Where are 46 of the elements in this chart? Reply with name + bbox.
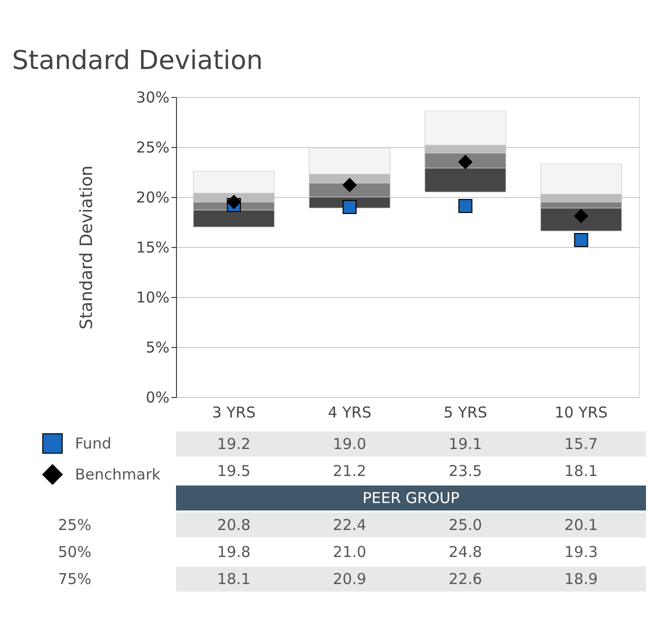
point <box>574 232 588 248</box>
y-tick-label: 15% <box>136 238 170 256</box>
legend-label: Benchmark <box>75 466 161 484</box>
text: 75% <box>58 570 92 588</box>
text: 50% <box>58 543 92 561</box>
data-label: 15.7 <box>564 435 598 453</box>
text: 24.8 <box>448 543 482 561</box>
y-tick-label: 20% <box>136 188 170 206</box>
text: PEER GROUP <box>362 489 460 507</box>
text: 18.1 <box>217 570 251 588</box>
text: 19.3 <box>564 543 598 561</box>
y-tick-label: 0% <box>146 388 170 406</box>
x-tick-label: 4 YRS <box>328 404 372 422</box>
x-tick-label: 10 YRS <box>554 404 608 422</box>
y-tick-label: 30% <box>136 88 170 106</box>
data-label: 19.5 <box>217 462 251 480</box>
data-label: 18.1 <box>564 462 598 480</box>
text: 19.8 <box>217 543 251 561</box>
y-tick-label: 5% <box>146 338 170 356</box>
legend-label: Fund <box>75 434 112 452</box>
x-tick-label: 5 YRS <box>444 404 488 422</box>
y-tick-label: 10% <box>136 288 170 306</box>
data-label: 23.5 <box>448 462 482 480</box>
text: 18.9 <box>564 570 598 588</box>
data-label: 21.2 <box>332 462 366 480</box>
y-tick-label: 25% <box>136 138 170 156</box>
text: 20.8 <box>217 516 251 534</box>
data-label: 19.2 <box>217 435 251 453</box>
y-axis-title: Standard Deviation <box>77 165 98 330</box>
text: 25% <box>58 516 92 534</box>
chart-title: Standard Deviation <box>12 46 263 76</box>
point <box>458 154 472 170</box>
text: 22.4 <box>332 516 366 534</box>
point <box>226 194 241 210</box>
point <box>458 198 472 214</box>
point <box>574 208 588 224</box>
text: 25.0 <box>448 516 482 534</box>
text: 22.6 <box>448 570 482 588</box>
text: 21.0 <box>332 543 366 561</box>
x-tick-label: 3 YRS <box>212 404 256 422</box>
point <box>342 200 357 214</box>
text: 20.9 <box>332 570 366 588</box>
data-label: 19.1 <box>448 435 482 453</box>
data-label: 19.0 <box>332 435 366 453</box>
point <box>342 178 357 192</box>
text: 20.1 <box>564 516 598 534</box>
